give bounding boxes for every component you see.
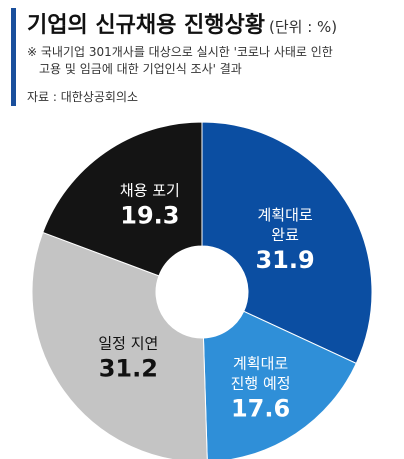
slice-label-0-line-1: 완료	[271, 226, 299, 244]
slice-value-1: 17.6	[231, 395, 290, 423]
slice-label-1-line-0: 계획대로	[233, 355, 288, 373]
slice-label-3-line-0: 채용 포기	[120, 181, 180, 199]
unit-label: (단위 : %)	[268, 18, 338, 36]
slice-value-3: 19.3	[120, 201, 179, 229]
slice-value-2: 31.2	[99, 355, 158, 383]
slice-label-1-line-1: 진행 예정	[231, 375, 291, 393]
slice-label-2-line-0: 일정 지연	[98, 335, 158, 353]
note-line-1: ※ 국내기업 301개사를 대상으로 실시한 '코로나 사태로 인한	[27, 45, 333, 59]
header-accent-bar	[11, 8, 16, 106]
chart-title: 기업의 신규채용 진행상황 (단위 : %)	[27, 7, 337, 39]
survey-note: ※ 국내기업 301개사를 대상으로 실시한 '코로나 사태로 인한 고용 및 …	[27, 44, 397, 78]
slice-label-0-line-0: 계획대로	[257, 206, 312, 224]
title-text: 기업의 신규채용 진행상황	[27, 13, 265, 38]
source-label: 자료 : 대한상공회의소	[27, 90, 139, 104]
donut-center-hole	[156, 246, 248, 338]
slice-value-0: 31.9	[255, 246, 314, 274]
note-line-2: 고용 및 임금에 대한 기업인식 조사' 결과	[39, 62, 242, 76]
